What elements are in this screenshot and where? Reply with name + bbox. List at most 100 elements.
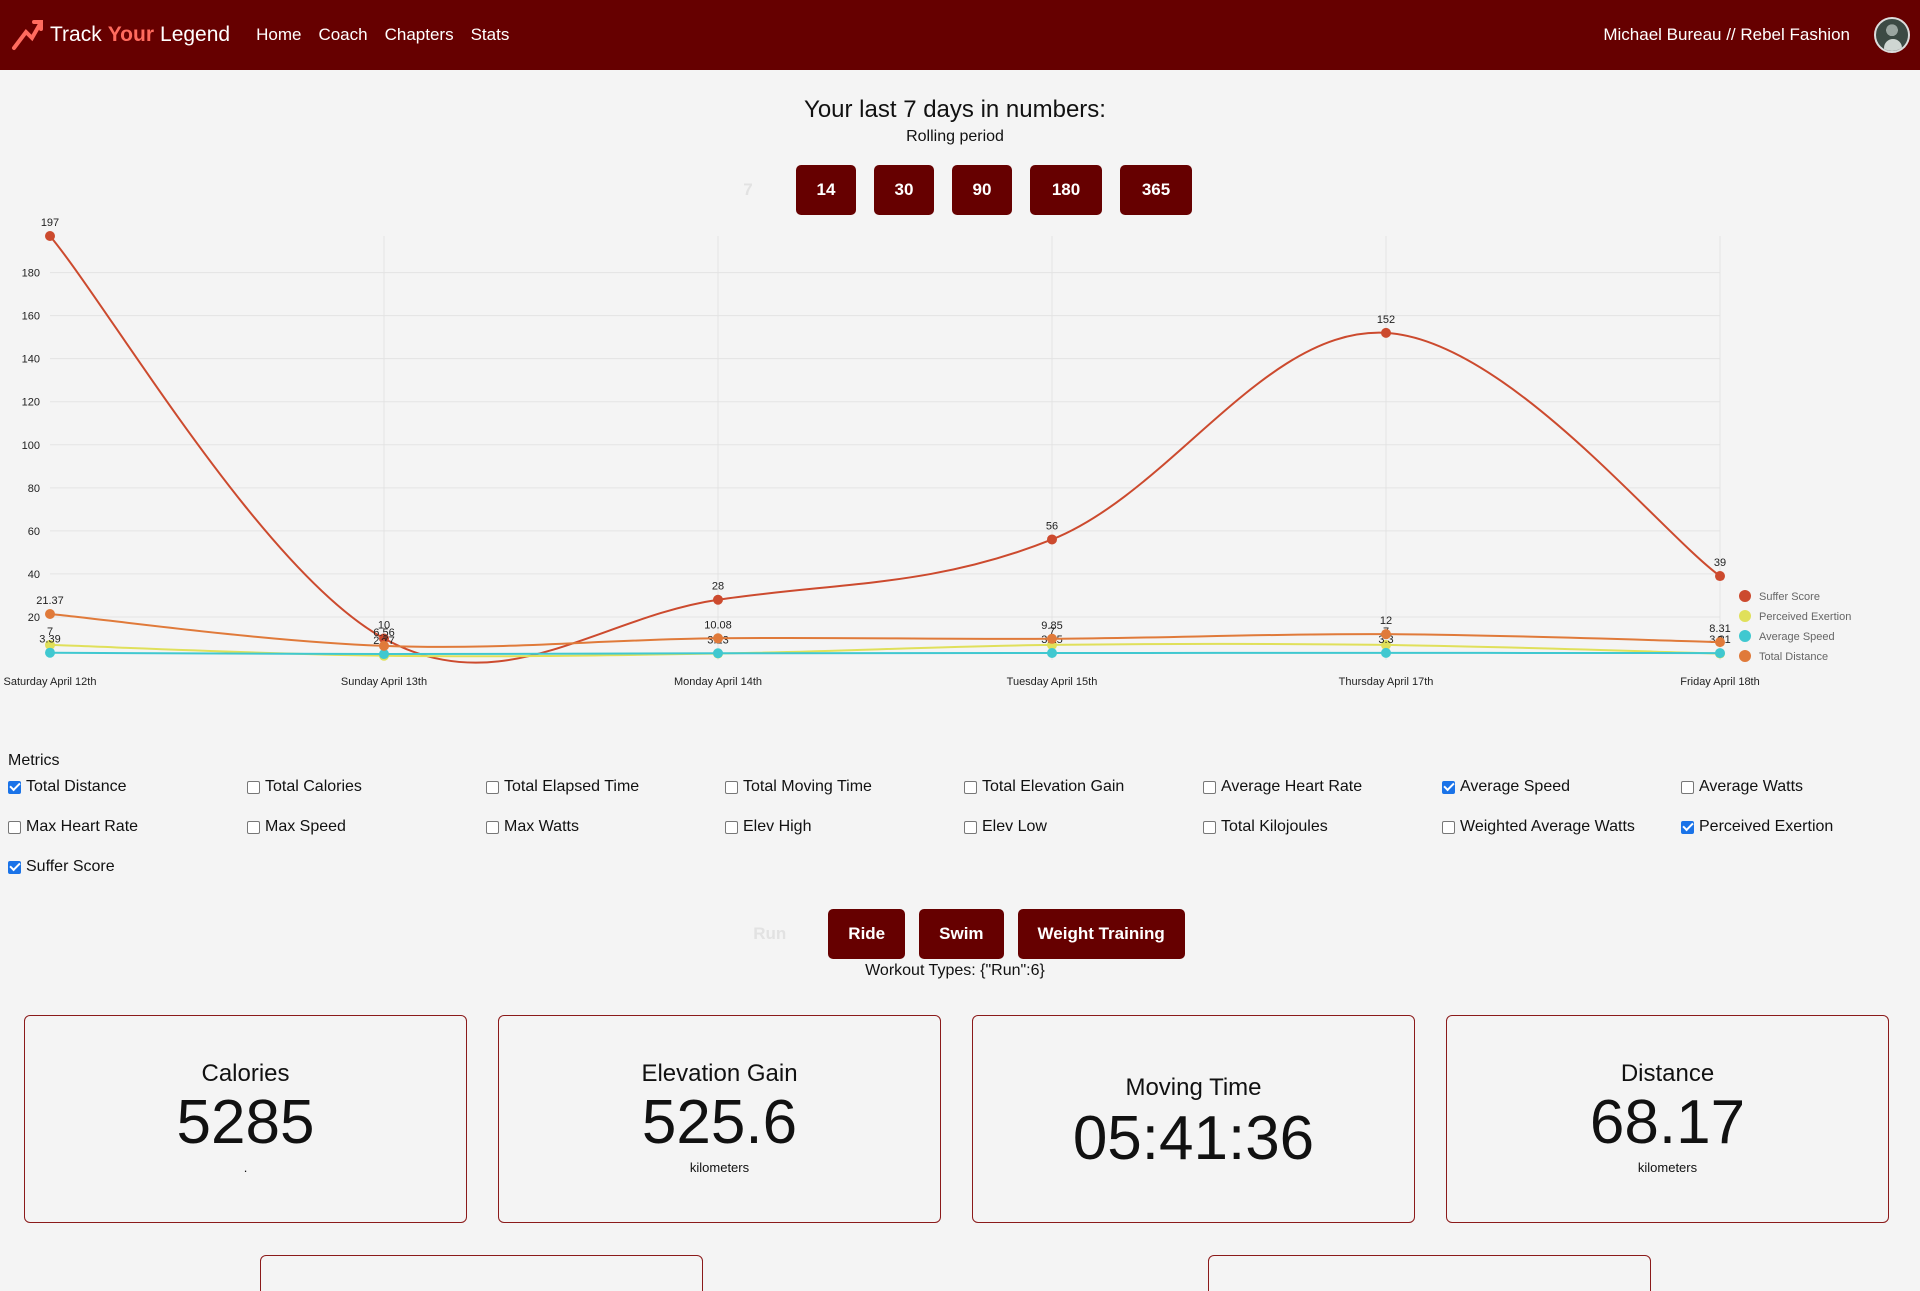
x-tick-label: Sunday April 13th xyxy=(341,676,427,688)
data-label: 197 xyxy=(41,217,59,229)
data-point xyxy=(1715,648,1725,659)
metric-option[interactable]: Average Watts xyxy=(1681,774,1920,800)
running-logo-icon xyxy=(12,20,43,50)
data-point xyxy=(1381,629,1391,640)
page-subtitle: Rolling period xyxy=(906,128,1004,145)
workout-types-summary: Workout Types: {"Run":6} xyxy=(865,962,1045,979)
period-14-button[interactable]: 14 xyxy=(796,165,856,215)
metric-label: Elev Low xyxy=(982,818,1047,835)
card-value: 05:41:36 xyxy=(1072,1104,1315,1173)
period-180-button[interactable]: 180 xyxy=(1030,165,1102,215)
legend-marker xyxy=(1739,650,1751,662)
period-30-button[interactable]: 30 xyxy=(874,165,934,215)
metric-label: Average Heart Rate xyxy=(1221,778,1363,795)
metric-option[interactable]: Total Kilojoules xyxy=(1203,814,1442,840)
metric-option[interactable]: Elev High xyxy=(725,814,964,840)
metric-option[interactable]: Elev Low xyxy=(964,814,1203,840)
metric-checkbox[interactable] xyxy=(1681,820,1694,834)
calories-card: Calories 5285 . xyxy=(24,1015,467,1223)
metric-checkbox[interactable] xyxy=(486,780,499,794)
metric-checkbox[interactable] xyxy=(1442,820,1455,834)
metric-label: Weighted Average Watts xyxy=(1460,818,1635,835)
metric-option[interactable]: Total Elapsed Time xyxy=(486,774,725,800)
metric-checkbox[interactable] xyxy=(486,820,499,834)
brand-word-3: Legend xyxy=(160,23,231,46)
data-label: 8.31 xyxy=(1709,623,1730,635)
y-tick-label: 40 xyxy=(28,569,40,581)
data-label: 10.08 xyxy=(704,619,732,631)
workout-type-selector: Run Ride Swim Weight Training xyxy=(0,909,1910,959)
data-point xyxy=(1047,534,1057,545)
metric-checkbox[interactable] xyxy=(247,780,260,794)
card-unit: . xyxy=(243,1160,248,1175)
metric-checkbox[interactable] xyxy=(8,860,21,874)
metric-label: Suffer Score xyxy=(26,858,115,875)
metric-option[interactable]: Total Calories xyxy=(247,774,486,800)
brand-logo[interactable]: Track Your Legend xyxy=(10,18,230,52)
metric-label: Elev High xyxy=(743,818,812,835)
nav-stats[interactable]: Stats xyxy=(470,25,510,44)
metric-label: Average Speed xyxy=(1460,778,1571,795)
metric-option[interactable]: Max Heart Rate xyxy=(8,814,247,840)
metric-checkbox[interactable] xyxy=(8,780,21,794)
data-point xyxy=(45,609,55,620)
metric-option[interactable]: Total Distance xyxy=(8,774,247,800)
metric-label: Perceived Exertion xyxy=(1699,818,1834,835)
workout-run-button[interactable]: Run xyxy=(725,909,814,959)
metric-option[interactable]: Perceived Exertion xyxy=(1681,814,1920,840)
legend-marker xyxy=(1739,630,1751,642)
metric-option[interactable]: Max Speed xyxy=(247,814,486,840)
metric-option[interactable]: Total Moving Time xyxy=(725,774,964,800)
data-label: 56 xyxy=(1046,520,1058,532)
metric-label: Total Calories xyxy=(265,778,362,795)
legend-marker xyxy=(1739,610,1751,622)
data-point xyxy=(379,633,389,644)
data-point xyxy=(713,633,723,644)
avatar[interactable] xyxy=(1874,17,1910,53)
period-90-button[interactable]: 90 xyxy=(952,165,1012,215)
metric-option[interactable]: Total Elevation Gain xyxy=(964,774,1203,800)
metrics-title: Metrics xyxy=(8,752,60,769)
metric-option[interactable]: Suffer Score xyxy=(8,854,247,880)
y-tick-label: 60 xyxy=(28,526,40,538)
card-title: Distance xyxy=(1620,1060,1715,1087)
period-365-button[interactable]: 365 xyxy=(1120,165,1192,215)
metric-checkbox[interactable] xyxy=(725,780,738,794)
user-name[interactable]: Michael Bureau // Rebel Fashion xyxy=(1603,25,1850,44)
nav-chapters[interactable]: Chapters xyxy=(384,25,454,44)
data-label: 152 xyxy=(1377,314,1395,326)
metric-label: Max Speed xyxy=(265,818,346,835)
y-tick-label: 140 xyxy=(22,354,40,366)
data-point xyxy=(1715,637,1725,648)
data-label: 21.37 xyxy=(36,595,64,607)
y-tick-label: 160 xyxy=(22,311,40,323)
metric-checkbox[interactable] xyxy=(964,820,977,834)
lower-card-left xyxy=(260,1255,703,1291)
nav-home[interactable]: Home xyxy=(256,25,302,44)
metric-option[interactable]: Average Heart Rate xyxy=(1203,774,1442,800)
metric-option[interactable]: Weighted Average Watts xyxy=(1442,814,1681,840)
workout-weight-training-button[interactable]: Weight Training xyxy=(1017,909,1185,959)
metric-checkbox[interactable] xyxy=(725,820,738,834)
y-tick-label: 100 xyxy=(22,440,40,452)
data-label: 39 xyxy=(1714,557,1726,569)
legend-label: Total Distance xyxy=(1759,651,1828,663)
metric-option[interactable]: Average Speed xyxy=(1442,774,1681,800)
workout-swim-button[interactable]: Swim xyxy=(919,909,1004,959)
metric-checkbox[interactable] xyxy=(1681,780,1694,794)
workout-ride-button[interactable]: Ride xyxy=(828,909,906,959)
metric-checkbox[interactable] xyxy=(1442,780,1455,794)
metric-option[interactable]: Max Watts xyxy=(486,814,725,840)
data-point xyxy=(713,648,723,659)
data-point xyxy=(45,647,55,658)
metrics-line-chart: 20 40 60 80 100 120 140 160 180 Saturday April 12… xyxy=(4,217,1852,688)
nav-coach[interactable]: Coach xyxy=(318,25,368,44)
metric-checkbox[interactable] xyxy=(247,820,260,834)
metric-checkbox[interactable] xyxy=(964,780,977,794)
series-line xyxy=(49,613,1721,648)
metric-checkbox[interactable] xyxy=(8,820,21,834)
data-point xyxy=(1047,633,1057,644)
period-7-button[interactable]: 7 xyxy=(718,165,778,215)
metric-checkbox[interactable] xyxy=(1203,820,1216,834)
metric-checkbox[interactable] xyxy=(1203,780,1216,794)
